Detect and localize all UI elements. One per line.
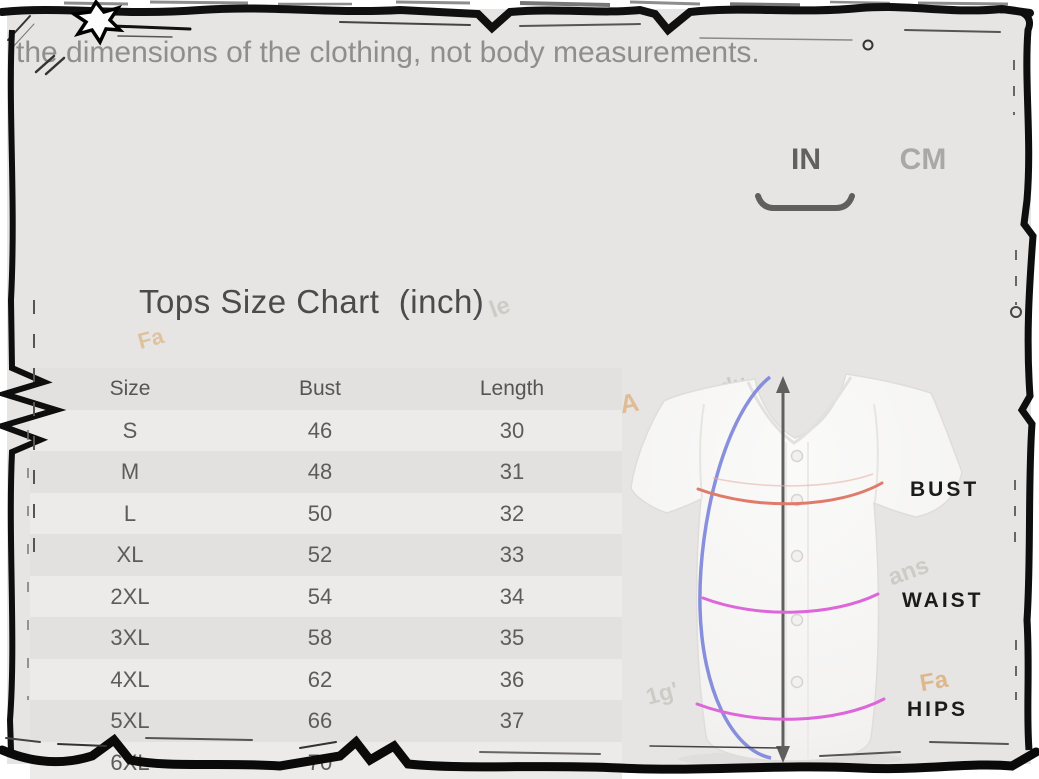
cell-size: XL [116,542,144,567]
cell-bust: 70 [307,749,333,775]
cell-size: L [123,500,137,526]
shirt-illustration: BUST WAIST HIPS [630,373,984,767]
table-row-partial: 6XL 70 [30,741,622,779]
cell-size: 6XL [110,749,150,775]
cell-size: 2XL [110,583,150,609]
note-text: the dimensions of the clothing, not body… [16,36,760,69]
size-table: Size Bust Length S 46 30 M 48 31 L 50 32… [30,368,622,779]
header-bust: Bust [298,377,342,400]
cell-bust: 46 [307,417,333,443]
cell-size: S [122,417,138,443]
cell-length: 34 [499,583,525,609]
table-row: 2XL 54 34 [30,575,622,617]
cell-length: 36 [499,666,525,692]
cell-size: 5XL [110,708,150,733]
cell-length: 30 [499,417,525,443]
cell-length [410,742,614,779]
header-size: Size [109,377,151,400]
waist-line [701,592,880,614]
waist-label: WAIST [902,589,984,612]
cell-bust: 48 [307,459,333,484]
bust-label: BUST [910,478,979,501]
header-length: Length [479,377,545,400]
cell-bust: 50 [307,500,333,526]
bust-line-echo [712,473,874,487]
table-row: 4XL 62 36 [30,658,622,700]
cell-size: 3XL [110,625,150,650]
table-row: L 50 32 [30,492,622,534]
unit-toggle-in[interactable]: IN [791,143,821,176]
table-row: 3XL 58 35 [30,617,622,659]
table-header-row: Size Bust Length [30,368,622,410]
cell-bust: 58 [307,625,333,650]
collar-seam [746,376,853,445]
chart-title: Tops Size Chart (inch) [139,283,485,320]
cell-length: 37 [499,708,525,733]
cell-size: M [120,459,140,484]
hips-label: HIPS [907,698,968,721]
cell-bust: 62 [307,666,333,692]
bust-line [696,481,884,506]
table-row: S 46 30 [30,409,622,451]
cell-bust: 54 [307,583,333,609]
cell-bust: 66 [307,708,333,733]
length-curve [698,375,772,760]
placket-seam [785,442,809,758]
cell-length: 32 [499,500,525,526]
cell-size: 4XL [110,666,150,692]
table-row: M 48 31 [30,451,622,493]
cell-length: 33 [499,542,525,567]
table-row: XL 52 33 [30,534,622,576]
cell-length: 31 [499,459,525,484]
top-text-remnants [63,0,1009,7]
unit-toggle-cm[interactable]: CM [899,143,947,176]
cell-bust: 52 [307,542,333,567]
selected-unit-underline [755,193,855,211]
hips-line [695,697,886,721]
cell-length: 35 [499,625,525,650]
table-row: 5XL 66 37 [30,700,622,742]
